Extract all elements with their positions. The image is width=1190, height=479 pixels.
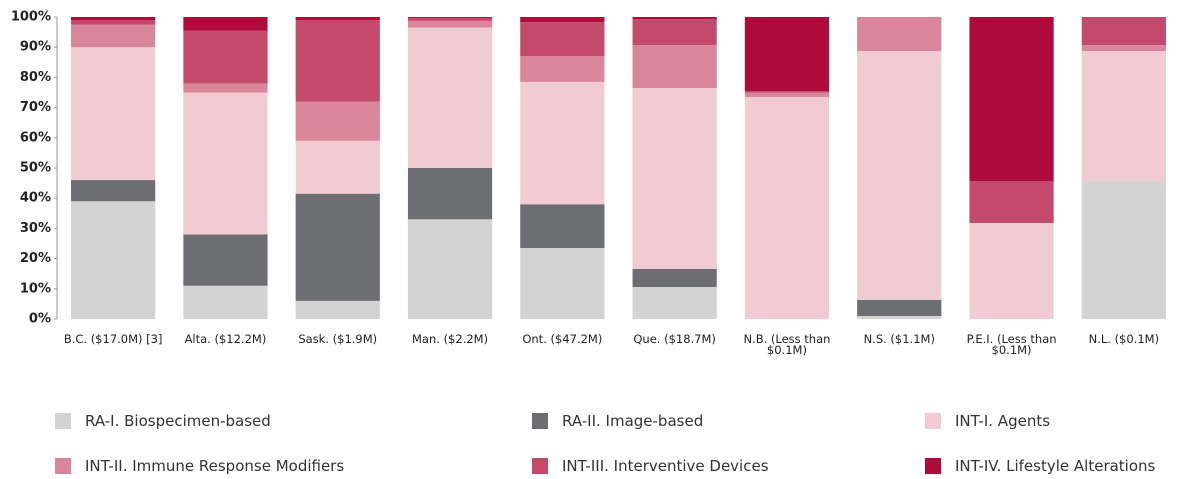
bar-segment bbox=[744, 90, 830, 93]
bar-segment bbox=[969, 222, 1054, 319]
bar-segment bbox=[71, 180, 156, 202]
plot: 0% 10% 20% 30% 40% 50% 60% 70% 80% 90% 100% bbox=[11, 10, 1166, 327]
bar-segment bbox=[71, 24, 156, 48]
bar-segment bbox=[857, 315, 942, 319]
x-tick-label: N.B. (Less than $0.1M) bbox=[743, 332, 831, 357]
y-tick-label: 80% bbox=[20, 70, 51, 85]
legend-swatch bbox=[532, 458, 548, 474]
y-tick-label: 100% bbox=[11, 10, 51, 25]
bar-segment bbox=[857, 299, 942, 316]
x-tick-label: P.E.I. (Less than $0.1M) bbox=[966, 332, 1057, 357]
bar-segment bbox=[857, 51, 942, 300]
y-tick-label: 70% bbox=[20, 100, 51, 115]
bar-segment bbox=[632, 87, 717, 269]
legend-item: INT-IV. Lifestyle Alterations bbox=[925, 457, 1155, 475]
x-tick-label: N.L. ($0.1M) bbox=[1088, 332, 1160, 346]
bar-segment bbox=[183, 83, 268, 93]
x-tick-label: Sask. ($1.9M) bbox=[298, 332, 378, 346]
bar-segment bbox=[969, 180, 1054, 223]
bar-segment bbox=[407, 168, 493, 220]
bar-segment bbox=[632, 45, 717, 88]
bar-segment bbox=[744, 92, 830, 98]
x-tick-label: Que. ($18.7M) bbox=[633, 332, 716, 346]
x-tick-label: Man. ($2.2M) bbox=[412, 332, 489, 346]
bar-segment bbox=[520, 248, 605, 319]
legend-label: INT-I. Agents bbox=[955, 412, 1051, 430]
bar-segment bbox=[407, 17, 493, 18]
bar-segment bbox=[407, 20, 493, 28]
bar-segment bbox=[520, 22, 605, 57]
bar-segment bbox=[969, 17, 1054, 181]
legend-label: RA-I. Biospecimen-based bbox=[85, 412, 271, 430]
bar-segment bbox=[857, 17, 942, 52]
x-tick-label: N.S. ($1.1M) bbox=[863, 332, 935, 346]
bar-segment bbox=[295, 101, 380, 141]
bar-segment bbox=[295, 140, 380, 194]
legend-item: INT-III. Interventive Devices bbox=[532, 457, 769, 475]
bar-segment bbox=[183, 285, 268, 319]
legend-item: INT-II. Immune Response Modifiers bbox=[55, 457, 344, 475]
x-tick-label: B.C. ($17.0M) [3] bbox=[63, 332, 163, 346]
bar-segment bbox=[1081, 45, 1166, 52]
legend-label: INT-III. Interventive Devices bbox=[562, 457, 769, 475]
bar-segment bbox=[295, 17, 380, 21]
bar-segment bbox=[295, 193, 380, 301]
legend-item: INT-I. Agents bbox=[925, 412, 1050, 430]
bar-segment bbox=[295, 20, 380, 102]
bar-segment bbox=[295, 300, 380, 319]
legend-swatch bbox=[55, 413, 71, 429]
bar-segment bbox=[183, 234, 268, 286]
bar-segment bbox=[520, 17, 605, 23]
bar-segment bbox=[632, 17, 717, 20]
legend-label: INT-II. Immune Response Modifiers bbox=[85, 457, 345, 475]
bar-segment bbox=[1081, 51, 1166, 181]
legend-label: INT-IV. Lifestyle Alterations bbox=[955, 457, 1156, 475]
bar-segment bbox=[1081, 180, 1166, 319]
y-tick-label: 20% bbox=[20, 251, 51, 266]
legend-swatch bbox=[55, 458, 71, 474]
bar-segment bbox=[183, 30, 268, 84]
bar-segment bbox=[71, 20, 156, 25]
bar-segment bbox=[632, 19, 717, 46]
bar-segment bbox=[183, 92, 268, 235]
x-tick-label: Ont. ($47.2M) bbox=[522, 332, 603, 346]
bar-segment bbox=[407, 27, 493, 168]
bar-segment bbox=[407, 219, 493, 319]
legend-swatch bbox=[925, 458, 941, 474]
legend-item: RA-I. Biospecimen-based bbox=[55, 412, 271, 430]
legend-swatch bbox=[532, 413, 548, 429]
y-tick-label: 30% bbox=[20, 221, 51, 236]
bar-segment bbox=[744, 97, 830, 319]
bar-segment bbox=[520, 56, 605, 82]
bar-segment bbox=[632, 268, 717, 287]
y-tick-label: 50% bbox=[20, 161, 51, 176]
bar-segment bbox=[71, 17, 156, 21]
y-tick-label: 60% bbox=[20, 130, 51, 145]
legend-item: RA-II. Image-based bbox=[532, 412, 703, 430]
y-tick-label: 90% bbox=[20, 40, 51, 55]
y-tick-label: 10% bbox=[20, 281, 51, 296]
bar-segment bbox=[1081, 17, 1166, 46]
x-tick-label: Alta. ($12.2M) bbox=[184, 332, 267, 346]
y-tick-label: 0% bbox=[29, 312, 51, 327]
bar-segment bbox=[71, 201, 156, 319]
bar-segment bbox=[520, 81, 605, 205]
legend-label: RA-II. Image-based bbox=[562, 412, 704, 430]
bar-segment bbox=[71, 47, 156, 181]
bar-segment bbox=[632, 286, 717, 319]
bar-segment bbox=[520, 204, 605, 249]
y-tick-label: 40% bbox=[20, 191, 51, 206]
bar-segment bbox=[183, 17, 268, 31]
legend-swatch bbox=[925, 413, 941, 429]
bar-segment bbox=[407, 17, 493, 21]
bar-segment bbox=[744, 17, 830, 91]
